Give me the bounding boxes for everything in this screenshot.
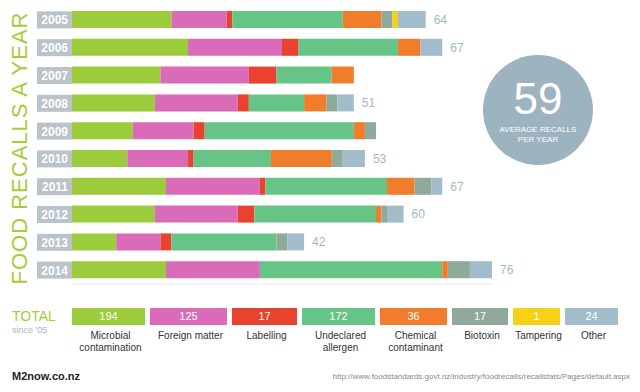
html-text:Undeclared allergen: Undeclared allergen (314, 330, 367, 353)
html-text:172: 172 (329, 310, 348, 322)
html-text:36: 36 (407, 310, 420, 322)
html-text:1: 1 (533, 310, 540, 322)
svg-text:51: 51 (362, 96, 376, 110)
html-text:Tampering: Tampering (515, 330, 562, 341)
html-text:Microbial contamination: Microbial contamination (79, 330, 142, 353)
html-text:125: 125 (179, 310, 198, 322)
svg-text:2007: 2007 (41, 69, 68, 83)
html-text:http://www.foodstandards.govt.: http://www.foodstandards.govt.nz/industr… (332, 372, 630, 381)
html-text:Other: Other (581, 330, 606, 341)
html-text:194: 194 (99, 310, 118, 322)
svg-text:60: 60 (412, 207, 426, 221)
html-text:17: 17 (258, 310, 271, 322)
html-text:17: 17 (473, 310, 487, 322)
html-text:since '05: since '05 (12, 325, 48, 335)
html-text:Biotoxin: Biotoxin (464, 330, 500, 341)
svg-text:2013: 2013 (41, 236, 68, 250)
svg-text:64: 64 (434, 13, 448, 27)
html-text:Foreign matter: Foreign matter (158, 330, 223, 341)
svg-text:67: 67 (450, 180, 464, 194)
svg-text:2010: 2010 (41, 152, 68, 166)
html-text:Labelling: Labelling (246, 330, 287, 341)
html-text:24: 24 (585, 310, 598, 322)
html-text:FOOD RECALLS A YEAR: FOOD RECALLS A YEAR (7, 11, 32, 285)
svg-text:42: 42 (312, 235, 326, 249)
html-text:59: 59 (513, 74, 563, 123)
svg-text:2011: 2011 (42, 180, 68, 194)
svg-text:67: 67 (450, 41, 464, 55)
svg-text:2008: 2008 (41, 97, 68, 111)
html-text:M2now.co.nz: M2now.co.nz (12, 370, 80, 382)
svg-text:2006: 2006 (41, 41, 68, 55)
html-text:AVERAGE RECALLS PER YEAR: AVERAGE RECALLS PER YEAR (499, 125, 577, 144)
html-text:TOTAL: TOTAL (12, 308, 56, 324)
svg-text:2014: 2014 (41, 264, 68, 278)
html-text:Chemical contaminant: Chemical contaminant (388, 330, 443, 353)
svg-text:2012: 2012 (41, 208, 68, 222)
svg-text:2009: 2009 (41, 125, 68, 139)
svg-text:76: 76 (500, 263, 514, 277)
svg-text:2005: 2005 (41, 13, 68, 27)
svg-text:53: 53 (373, 152, 387, 166)
